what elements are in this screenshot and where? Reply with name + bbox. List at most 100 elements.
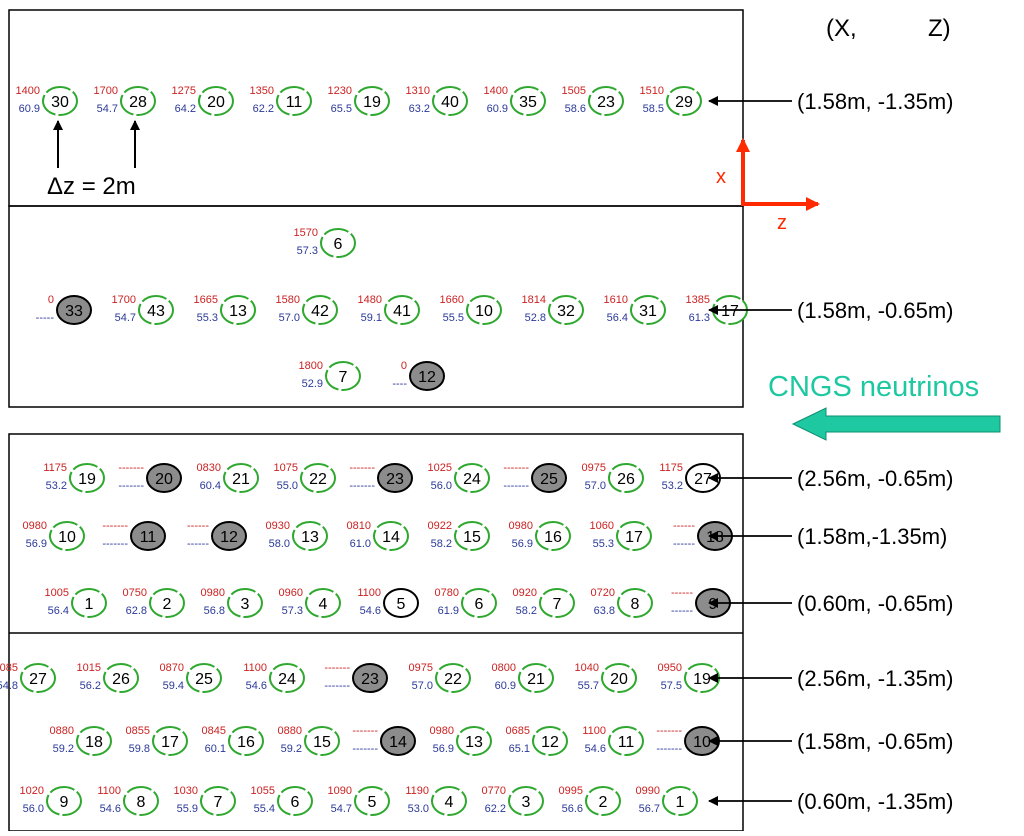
detector-module: 23 ------- ------- [349, 462, 413, 493]
module-marker [46, 786, 82, 816]
module-top-value: 0720 [591, 587, 615, 599]
detector-module: 40 1310 63.2 [406, 85, 468, 116]
module-top-value: 1230 [328, 85, 352, 97]
detector-module: 16 0845 60.1 [202, 725, 264, 756]
module-bottom-value: 58.0 [269, 538, 290, 550]
module-top-value: 1090 [328, 785, 352, 797]
detector-module: 13 1665 55.3 [194, 294, 256, 325]
beam-indicator: CNGS neutrinos [768, 371, 1001, 441]
module-id: 24 [278, 671, 296, 688]
module-bottom-value: 59.8 [129, 743, 150, 755]
module-top-value: 1570 [294, 227, 318, 239]
module-top-value: 0830 [197, 462, 221, 474]
module-top-value: 0975 [409, 662, 433, 674]
detector-module: 1 1005 56.4 [45, 587, 107, 618]
module-marker [539, 588, 575, 618]
module-bottom-value: 58.2 [431, 538, 452, 550]
row-coordinate-label: (1.58m, -0.65m) [797, 729, 954, 754]
module-top-value: ------- [324, 662, 350, 674]
module-top-value: 1400 [16, 85, 40, 97]
module-bottom-value: 54.7 [97, 103, 118, 115]
module-bottom-value: 53.0 [408, 803, 429, 815]
module-bottom-value: 61.3 [689, 312, 710, 324]
module-id: 13 [465, 734, 483, 751]
module-top-value: 0960 [279, 587, 303, 599]
row-coordinate: (1.58m, -1.35m) [708, 89, 954, 114]
module-marker [666, 86, 702, 116]
module-marker [585, 786, 621, 816]
detector-module: 22 0975 57.0 [409, 662, 471, 693]
module-top-value: 0800 [492, 662, 516, 674]
module-id: 9 [709, 596, 718, 613]
row-coordinate: (1.58m,-1.35m) [708, 524, 947, 549]
module-id: 16 [237, 734, 255, 751]
module-id: 24 [463, 471, 481, 488]
module-marker [276, 86, 312, 116]
module-bottom-value: 62.2 [485, 803, 506, 815]
detector-module: 9 ------ ------ [671, 587, 731, 618]
detector-module: 31 1610 56.4 [604, 294, 666, 325]
module-bottom-value: ------- [503, 480, 529, 492]
module-id: 43 [147, 303, 165, 320]
module-top-value: 1310 [406, 85, 430, 97]
module-id: 42 [311, 303, 329, 320]
module-bottom-value: 58.2 [516, 605, 537, 617]
detector-module: 2 0995 56.6 [559, 785, 621, 816]
module-marker [461, 588, 497, 618]
module-top-value: 0880 [50, 725, 74, 737]
module-bottom-value: 54.7 [331, 803, 352, 815]
module-id: 16 [544, 529, 562, 546]
module-top-value: 1580 [276, 294, 300, 306]
module-id: 8 [631, 596, 640, 613]
module-id: 33 [65, 303, 83, 320]
module-id: 26 [617, 471, 635, 488]
module-top-value: 1480 [358, 294, 382, 306]
detector-module: 7 1030 55.9 [174, 785, 236, 816]
module-bottom-value: ------- [118, 480, 144, 492]
module-marker [383, 588, 419, 618]
module-id: 17 [625, 529, 643, 546]
module-marker [292, 521, 328, 551]
module-id: 25 [540, 471, 558, 488]
module-id: 32 [557, 303, 575, 320]
module-bottom-value: 54.7 [115, 312, 136, 324]
module-id: 15 [313, 734, 331, 751]
module-id: 22 [309, 471, 327, 488]
detector-module: 12 ------ ------ [187, 520, 247, 551]
module-bottom-value: 56.9 [26, 538, 47, 550]
detector-module: 23 ------- ------- [324, 662, 388, 693]
module-id: 4 [319, 596, 328, 613]
module-marker [277, 786, 313, 816]
module-bottom-value: 57.3 [282, 605, 303, 617]
module-top-value: 0810 [347, 520, 371, 532]
detector-row: 1 1005 56.4 2 0750 62.8 3 0980 56.8 4 0960 57.3 5 110… [45, 587, 954, 618]
module-marker [662, 786, 698, 816]
detector-module: 14 ------- ------- [352, 725, 416, 756]
module-id: 10 [693, 734, 711, 751]
row-coordinate: (2.56m, -0.65m) [708, 466, 954, 491]
module-bottom-value: ------ [187, 538, 209, 550]
module-marker [103, 663, 139, 693]
detector-module: 5 1090 54.7 [328, 785, 390, 816]
module-marker [548, 295, 584, 325]
module-top-value: 0870 [160, 662, 184, 674]
module-top-value: 0990 [636, 785, 660, 797]
module-marker [300, 463, 336, 493]
module-bottom-value: 59.1 [361, 312, 382, 324]
module-marker [220, 295, 256, 325]
detector-module: 27 1175 53.2 [659, 462, 721, 493]
module-marker [223, 463, 259, 493]
detector-module: 11 1350 62.2 [250, 85, 312, 116]
detector-module: 8 0720 63.8 [591, 587, 653, 618]
detector-module: 20 1040 55.7 [575, 662, 637, 693]
module-id: 31 [639, 303, 657, 320]
module-id: 23 [386, 471, 404, 488]
detector-module: 6 0780 61.9 [435, 587, 497, 618]
row-coordinate: (1.58m, -0.65m) [708, 298, 954, 323]
detector-module: 6 1570 57.3 [294, 227, 356, 258]
delta-z-label: Δz = 2m [47, 173, 136, 200]
detector-module: 12 0685 65.1 [506, 725, 568, 756]
module-marker [149, 588, 185, 618]
module-marker [384, 295, 420, 325]
row-coordinate-label: (2.56m, -1.35m) [797, 666, 954, 691]
